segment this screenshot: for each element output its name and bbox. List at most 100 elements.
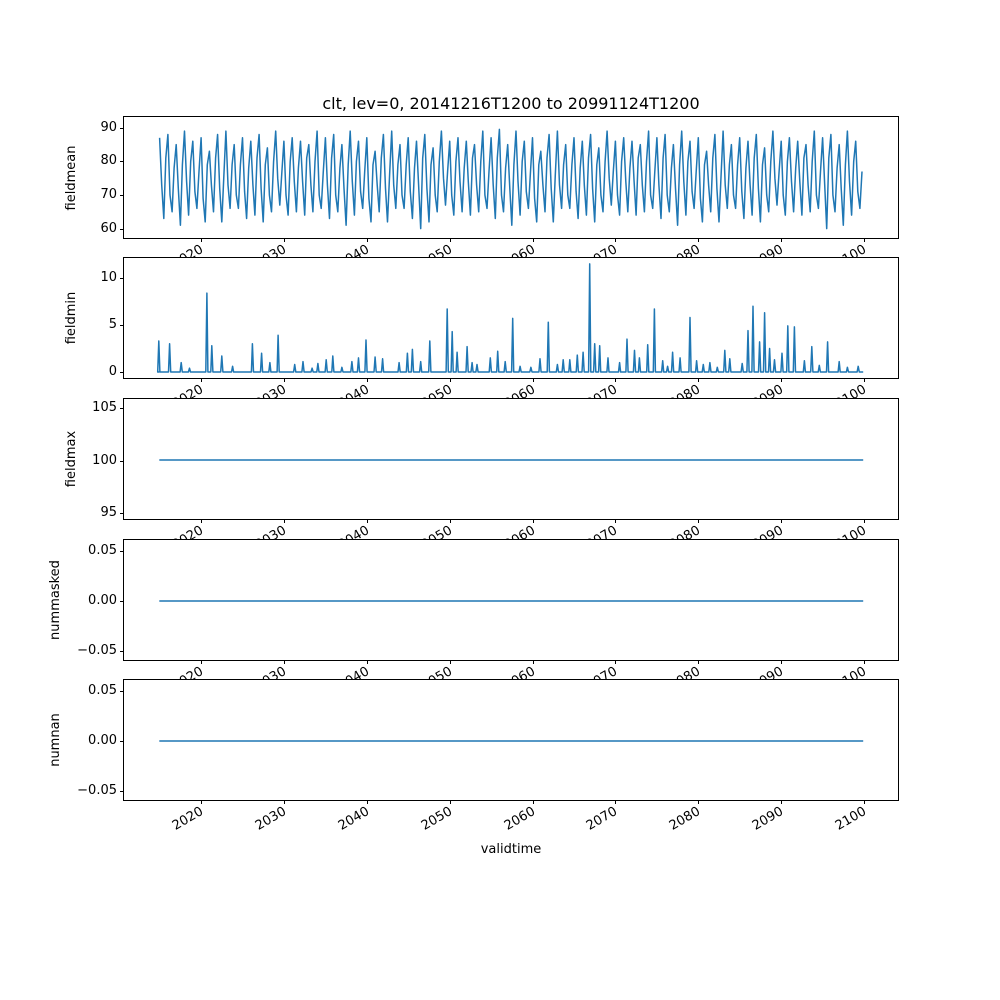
x-tick-mark bbox=[201, 519, 202, 523]
x-tick-mark bbox=[781, 519, 782, 523]
x-tick-label: 2090 bbox=[749, 664, 786, 694]
x-tick-label: 2090 bbox=[749, 382, 786, 412]
x-tick-mark bbox=[864, 800, 865, 804]
x-tick-label: 2050 bbox=[418, 664, 455, 694]
y-tick-mark bbox=[120, 651, 124, 652]
x-tick-mark bbox=[533, 238, 534, 242]
y-axis-label-nummasked: nummasked bbox=[48, 560, 63, 640]
x-tick-label: 2050 bbox=[418, 523, 455, 553]
x-tick-mark bbox=[615, 800, 616, 804]
x-tick-label: 2020 bbox=[169, 242, 206, 272]
x-tick-mark bbox=[698, 660, 699, 664]
x-tick-mark bbox=[367, 378, 368, 382]
x-tick-mark bbox=[284, 800, 285, 804]
x-tick-label: 2080 bbox=[666, 242, 703, 272]
plot-area-fieldmax bbox=[123, 398, 899, 520]
x-tick-mark bbox=[533, 660, 534, 664]
x-tick-mark bbox=[284, 660, 285, 664]
x-tick-label: 2060 bbox=[501, 664, 538, 694]
x-tick-mark bbox=[367, 660, 368, 664]
y-tick-label: 105 bbox=[92, 400, 117, 415]
x-tick-mark bbox=[450, 378, 451, 382]
x-tick-mark bbox=[367, 800, 368, 804]
x-tick-mark bbox=[781, 660, 782, 664]
y-tick-mark bbox=[120, 195, 124, 196]
y-tick-mark bbox=[120, 551, 124, 552]
x-tick-label: 2100 bbox=[832, 523, 869, 553]
x-tick-mark bbox=[615, 238, 616, 242]
x-tick-mark bbox=[615, 519, 616, 523]
x-tick-mark bbox=[698, 519, 699, 523]
x-tick-mark bbox=[201, 238, 202, 242]
y-tick-label: 0 bbox=[108, 364, 117, 379]
x-tick-label: 2030 bbox=[252, 523, 289, 553]
x-tick-mark bbox=[698, 238, 699, 242]
y-axis-label-numnan: numnan bbox=[48, 713, 63, 767]
x-tick-mark bbox=[201, 660, 202, 664]
y-tick-mark bbox=[120, 791, 124, 792]
y-tick-label: 90 bbox=[100, 120, 117, 135]
plot-area-numnan bbox=[123, 679, 899, 801]
x-tick-mark bbox=[284, 378, 285, 382]
x-tick-mark bbox=[450, 800, 451, 804]
x-tick-mark bbox=[284, 519, 285, 523]
x-tick-label: 2020 bbox=[169, 382, 206, 412]
x-tick-mark bbox=[864, 660, 865, 664]
y-tick-label: 0.05 bbox=[88, 543, 117, 558]
y-tick-mark bbox=[120, 408, 124, 409]
x-tick-mark bbox=[367, 238, 368, 242]
y-tick-label: 5 bbox=[108, 317, 117, 332]
y-tick-label: 100 bbox=[92, 453, 117, 468]
plot-area-nummasked bbox=[123, 539, 899, 661]
x-tick-label: 2030 bbox=[252, 664, 289, 694]
x-tick-label: 2050 bbox=[418, 382, 455, 412]
x-tick-label: 2060 bbox=[501, 382, 538, 412]
x-tick-label: 2070 bbox=[583, 242, 620, 272]
y-tick-mark bbox=[120, 691, 124, 692]
x-tick-mark bbox=[615, 660, 616, 664]
x-tick-label: 2060 bbox=[501, 523, 538, 553]
x-tick-mark bbox=[864, 238, 865, 242]
x-tick-mark bbox=[201, 800, 202, 804]
x-tick-mark bbox=[698, 800, 699, 804]
y-tick-mark bbox=[120, 513, 124, 514]
x-tick-label: 2100 bbox=[832, 664, 869, 694]
x-tick-label: 2060 bbox=[501, 242, 538, 272]
x-tick-label: 2030 bbox=[252, 382, 289, 412]
x-tick-mark bbox=[781, 238, 782, 242]
y-tick-label: 70 bbox=[100, 187, 117, 202]
x-tick-mark bbox=[367, 519, 368, 523]
x-tick-label: 2070 bbox=[583, 664, 620, 694]
y-tick-label: −0.05 bbox=[77, 783, 117, 798]
x-tick-mark bbox=[284, 238, 285, 242]
x-tick-mark bbox=[201, 378, 202, 382]
y-tick-label: 60 bbox=[100, 221, 117, 236]
x-tick-mark bbox=[533, 378, 534, 382]
x-tick-mark bbox=[698, 378, 699, 382]
y-tick-mark bbox=[120, 741, 124, 742]
y-tick-mark bbox=[120, 461, 124, 462]
x-tick-mark bbox=[533, 519, 534, 523]
y-tick-label: 95 bbox=[100, 505, 117, 520]
plot-area-fieldmin bbox=[123, 257, 899, 379]
x-tick-label: 2090 bbox=[749, 523, 786, 553]
x-axis-label: validtime bbox=[480, 842, 542, 857]
x-tick-label: 2040 bbox=[335, 523, 372, 553]
y-axis-label-fieldmean: fieldmean bbox=[64, 145, 79, 211]
x-tick-label: 2100 bbox=[832, 382, 869, 412]
x-tick-mark bbox=[533, 800, 534, 804]
x-tick-label: 2090 bbox=[749, 242, 786, 272]
y-tick-label: 0.00 bbox=[88, 733, 117, 748]
y-tick-label: 0.00 bbox=[88, 593, 117, 608]
x-tick-label: 2030 bbox=[252, 242, 289, 272]
x-tick-mark bbox=[450, 238, 451, 242]
x-tick-label: 2080 bbox=[666, 664, 703, 694]
y-tick-mark bbox=[120, 128, 124, 129]
x-tick-label: 2040 bbox=[335, 664, 372, 694]
y-tick-mark bbox=[120, 601, 124, 602]
x-tick-mark bbox=[615, 378, 616, 382]
figure-title: clt, lev=0, 20141216T1200 to 20991124T12… bbox=[322, 94, 700, 113]
y-tick-label: 0.05 bbox=[88, 683, 117, 698]
y-tick-mark bbox=[120, 161, 124, 162]
